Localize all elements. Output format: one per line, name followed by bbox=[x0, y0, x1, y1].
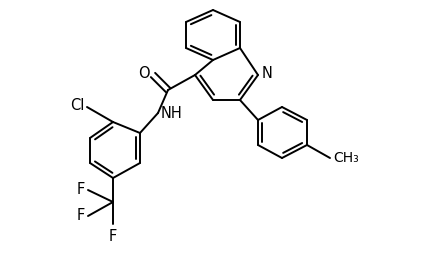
Text: CH₃: CH₃ bbox=[333, 151, 359, 165]
Text: N: N bbox=[262, 66, 273, 82]
Text: O: O bbox=[139, 66, 150, 81]
Text: NH: NH bbox=[161, 106, 183, 120]
Text: F: F bbox=[77, 209, 85, 224]
Text: F: F bbox=[77, 183, 85, 197]
Text: Cl: Cl bbox=[71, 97, 85, 113]
Text: F: F bbox=[109, 229, 117, 244]
